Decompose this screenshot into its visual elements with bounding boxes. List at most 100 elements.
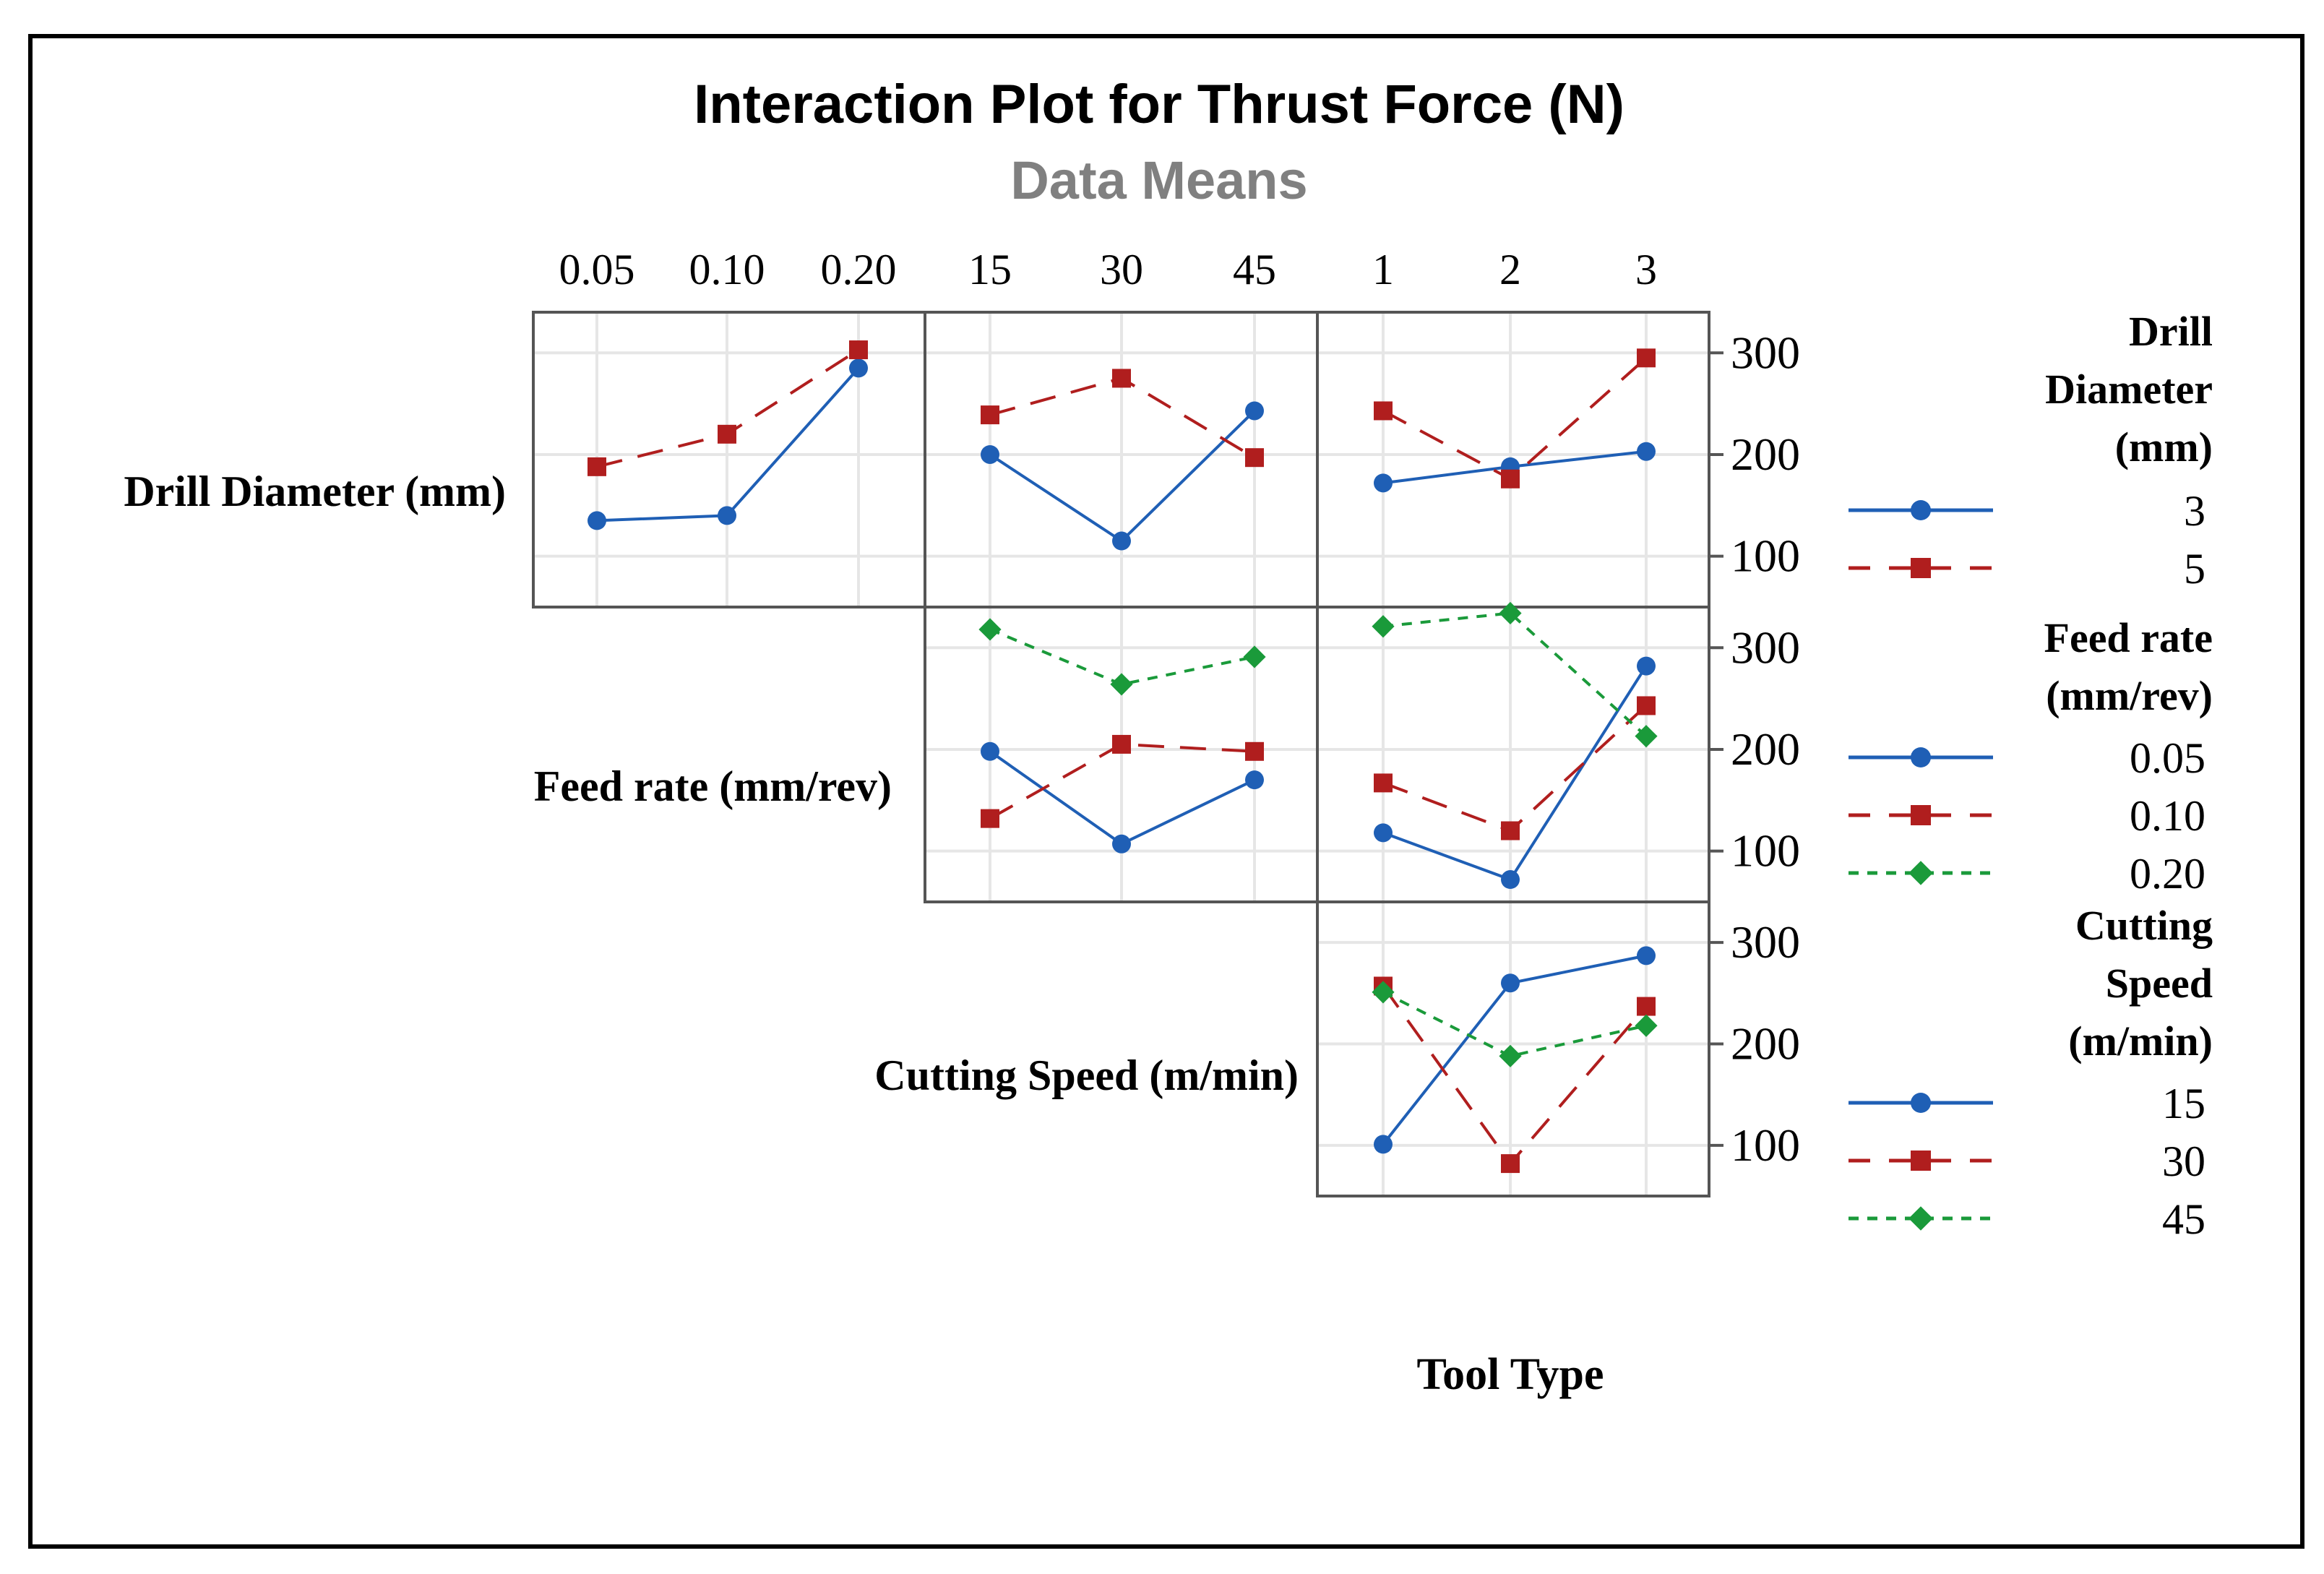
data-point-2 [1499,1044,1522,1067]
series-line [1382,611,1648,738]
column-tick-label: 0.05 [559,246,635,293]
legend-marker [1911,1093,1931,1113]
column-tick-labels: 0.05 0.10 0.20 15 30 45 1 2 3 [559,246,1658,293]
data-point-3 [1245,741,1264,761]
legend-marker [1911,747,1931,767]
data-point-3 [849,358,868,378]
data-point-1 [1374,773,1393,793]
column-tick-label: 1 [1372,246,1394,293]
data-point-3 [1245,448,1264,468]
legend-3: Cutting Speed (m/min) 15 30 45 [1849,902,2213,1243]
data-point-3 [1637,348,1656,368]
panel-r1-c1 [532,311,926,608]
column-tick-label: 30 [1100,246,1143,293]
series-5 [1374,348,1656,489]
data-point-1 [1374,401,1393,421]
series-0-20 [1372,601,1658,748]
column-tick-label: 2 [1499,246,1521,293]
data-point-3 [1243,645,1266,668]
data-point-2 [1499,601,1522,625]
data-point-1 [981,444,999,464]
data-point-3 [1637,696,1656,715]
y-tick-label: 100 [1731,530,1800,582]
data-point-3 [1245,401,1264,421]
legend-marker [1908,861,1933,885]
legend-entry-label: 0.10 [2130,792,2205,840]
y-tick-label: 300 [1731,327,1800,378]
chart-subtitle: Data Means [1010,150,1307,210]
data-point-2 [1110,673,1133,696]
legend-entry-label: 15 [2162,1080,2205,1127]
y-tick-label: 200 [1731,723,1800,775]
series-3 [588,358,868,530]
data-point-3 [1637,946,1656,966]
data-point-1 [1374,823,1393,843]
series-45 [1372,981,1658,1067]
legend-entry-label: 5 [2184,545,2205,593]
data-point-2 [718,506,736,525]
data-point-3 [1637,656,1656,676]
data-point-2 [1501,469,1520,489]
data-point-2 [1501,870,1520,890]
data-point-1 [1372,615,1395,638]
legend-entry-label: 0.05 [2130,734,2205,782]
legend-1: Drill Diameter (mm) 3 5 [1849,308,2213,593]
y-tick-label: 300 [1731,916,1800,968]
series-0-20 [978,618,1266,696]
column-tick-label: 15 [968,246,1012,293]
series-line [989,628,1255,687]
data-point-2 [1112,834,1131,853]
data-point-3 [1245,770,1264,790]
data-point-3 [1635,1014,1658,1037]
legend-marker [1911,1151,1931,1171]
data-point-2 [1501,821,1520,840]
legend-title: (m/min) [2068,1018,2213,1065]
panel-r2-c3 [1316,601,1710,903]
data-point-3 [1637,442,1656,461]
panel-r1-c2 [924,311,1319,608]
legend-marker [1911,500,1931,520]
x-axis-label: Tool Type [1416,1350,1604,1399]
panel-grid [532,311,1710,1197]
column-tick-label: 3 [1635,246,1657,293]
data-point-1 [588,511,606,530]
legend-marker [1911,558,1931,578]
row-label: Feed rate (mm/rev) [534,762,892,810]
series-5 [981,369,1264,468]
legend-marker [1911,805,1931,825]
y-tick-label: 200 [1731,1018,1800,1069]
series-0-05 [981,741,1264,853]
data-point-2 [1501,973,1520,993]
row-label: Cutting Speed (m/min) [874,1052,1299,1099]
panel-frame [1316,900,1710,1197]
legend-entry-label: 30 [2162,1138,2205,1185]
legend-title: Feed rate [2044,614,2213,661]
legend-2: Feed rate (mm/rev) 0.05 0.10 0.20 [1849,614,2213,898]
legend-entry-label: 3 [2184,487,2205,535]
legend-title: Diameter [2045,366,2213,413]
series-30 [1374,976,1656,1174]
series-line [1382,991,1647,1058]
chart-title: Interaction Plot for Thrust Force (N) [694,74,1624,135]
legend-title: Speed [2106,960,2213,1007]
legends: Drill Diameter (mm) 3 5 Feed rate (mm/rev) 0.05… [1849,308,2213,1243]
legend-title: Drill [2129,308,2213,355]
data-point-1 [1372,981,1395,1004]
series-3 [1374,442,1656,493]
panel-r2-c2 [924,606,1319,903]
row-label: Drill Diameter (mm) [124,468,506,515]
legend-marker [1908,1206,1933,1231]
legend-title: Cutting [2075,902,2213,949]
data-point-2 [718,424,736,444]
legend-title: (mm) [2115,423,2213,470]
data-point-2 [1501,1154,1520,1174]
y-axis-ticks: 100 200 300 100 200 300 100 200 300 [1709,327,1800,1171]
panel-r1-c3 [1316,311,1710,608]
series-0-10 [1374,696,1656,840]
series-15 [1374,946,1656,1154]
data-point-2 [1112,531,1131,551]
series-0-10 [981,734,1264,828]
series-5 [588,340,868,476]
data-point-1 [1374,1135,1393,1154]
